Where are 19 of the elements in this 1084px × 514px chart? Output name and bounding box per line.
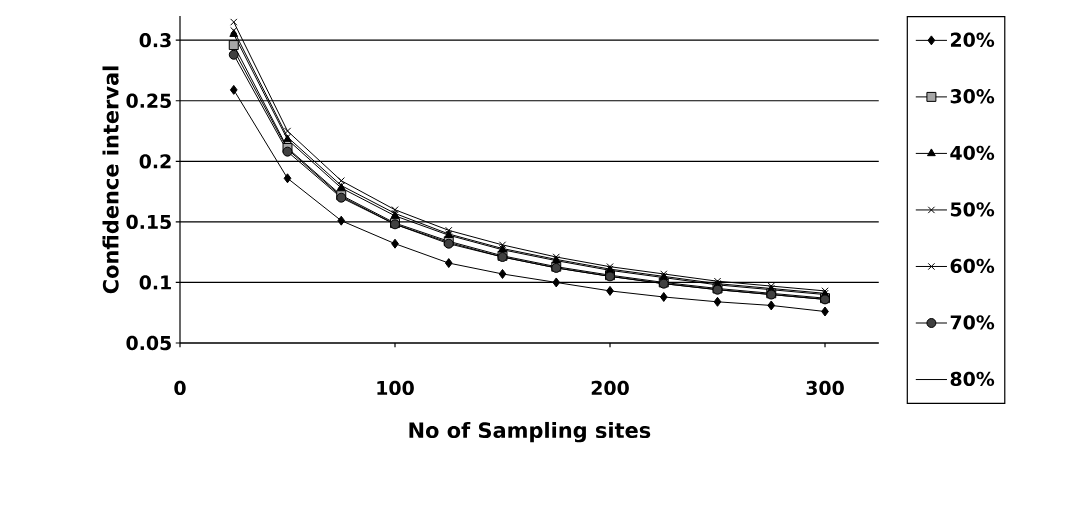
y-axis-title: Confidence interval [102, 66, 119, 294]
legend-label: 40% [950, 145, 995, 160]
x-tick-label: 200 [591, 380, 629, 396]
y-tick-label: 0.15 [126, 214, 171, 230]
y-tick-label: 0.3 [139, 33, 171, 48]
legend-label: 60% [950, 258, 995, 274]
y-tick-label: 0.1 [139, 275, 171, 290]
y-tick-label: 0.2 [139, 154, 171, 169]
x-tick-label: 100 [377, 380, 414, 396]
legend-label: 30% [950, 89, 995, 104]
x-axis-title: No of Sampling sites [409, 421, 651, 443]
y-tick-label: 0.05 [126, 335, 171, 351]
legend-label: 20% [950, 32, 995, 47]
legend-label: 80% [950, 371, 995, 387]
y-tick-label: 0.25 [126, 93, 171, 108]
x-tick-label: 0 [174, 380, 186, 396]
legend-label: 70% [950, 315, 995, 330]
x-tick-label: 300 [806, 380, 844, 396]
legend-label: 50% [950, 202, 995, 217]
